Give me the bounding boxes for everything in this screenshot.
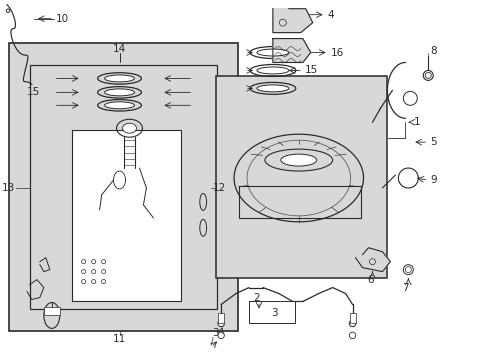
Bar xyxy=(9,42,238,331)
Ellipse shape xyxy=(425,72,430,78)
Ellipse shape xyxy=(104,102,134,109)
Ellipse shape xyxy=(218,320,224,327)
Text: 8: 8 xyxy=(429,45,436,55)
Ellipse shape xyxy=(348,320,355,327)
Text: 2: 2 xyxy=(253,293,260,302)
Ellipse shape xyxy=(218,332,224,339)
Ellipse shape xyxy=(405,267,410,273)
Text: 3: 3 xyxy=(212,328,219,338)
Ellipse shape xyxy=(280,154,316,166)
Text: 15: 15 xyxy=(26,87,40,97)
Ellipse shape xyxy=(403,265,412,275)
Text: 10: 10 xyxy=(56,14,69,24)
Bar xyxy=(216,76,386,278)
Bar xyxy=(218,314,224,323)
Bar xyxy=(44,307,60,315)
Text: 7: 7 xyxy=(401,283,408,293)
Bar xyxy=(30,66,217,310)
Ellipse shape xyxy=(423,71,432,80)
Polygon shape xyxy=(272,39,310,63)
Ellipse shape xyxy=(104,75,134,82)
Text: 16: 16 xyxy=(330,48,343,58)
Text: 11: 11 xyxy=(113,334,126,344)
Ellipse shape xyxy=(403,91,416,105)
Ellipse shape xyxy=(256,49,288,56)
Text: 3: 3 xyxy=(271,309,278,319)
Polygon shape xyxy=(355,248,389,272)
Ellipse shape xyxy=(256,85,288,92)
Polygon shape xyxy=(272,9,312,33)
Ellipse shape xyxy=(348,332,355,339)
Text: 9: 9 xyxy=(429,175,436,185)
Ellipse shape xyxy=(122,123,136,133)
Bar xyxy=(239,186,360,218)
Ellipse shape xyxy=(6,9,10,13)
Text: 5: 5 xyxy=(429,137,436,147)
Bar xyxy=(349,314,355,323)
Bar xyxy=(72,130,181,301)
Bar xyxy=(248,301,294,323)
Text: 15: 15 xyxy=(304,66,317,76)
Text: 14: 14 xyxy=(113,44,126,54)
Text: 12: 12 xyxy=(213,183,226,193)
Text: 6: 6 xyxy=(366,275,373,285)
Text: 1: 1 xyxy=(413,117,420,127)
Ellipse shape xyxy=(256,67,288,74)
Ellipse shape xyxy=(104,89,134,96)
Text: 13: 13 xyxy=(2,183,15,193)
Text: 4: 4 xyxy=(327,10,334,20)
